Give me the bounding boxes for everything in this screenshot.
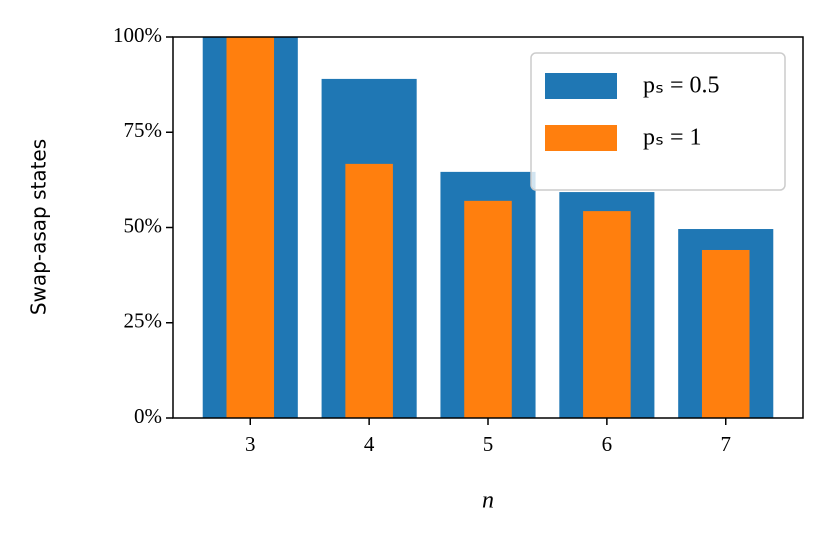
plot-frame — [172, 36, 804, 419]
bar — [583, 211, 631, 418]
legend-swatch — [545, 73, 617, 99]
bar — [345, 163, 393, 418]
legend-label: pₛ = 1 — [643, 125, 702, 151]
x-tick-label: 4 — [364, 432, 375, 456]
y-tick-label: 75% — [124, 118, 163, 142]
bar — [701, 249, 750, 418]
y-tick-label: 50% — [124, 213, 163, 237]
y-tick-label: 25% — [124, 309, 163, 333]
legend-swatch — [545, 125, 617, 151]
bar — [226, 37, 275, 418]
y-tick-label: 100% — [113, 23, 162, 47]
x-tick-label: 6 — [602, 432, 613, 456]
bar — [464, 200, 512, 418]
x-axis-label: n — [482, 488, 494, 514]
x-tick-label: 5 — [483, 432, 494, 456]
y-axis-label: Swap-asap states — [27, 139, 51, 315]
x-tick-label: 7 — [720, 432, 731, 456]
legend-label: pₛ = 0.5 — [643, 73, 720, 99]
x-tick-label: 3 — [245, 432, 256, 456]
y-tick-label: 0% — [134, 404, 162, 428]
